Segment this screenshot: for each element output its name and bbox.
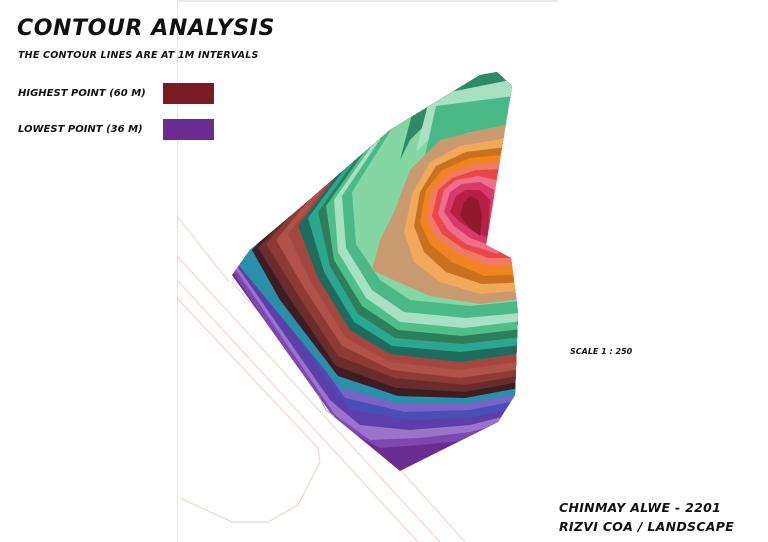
author-credit: CHINMAY ALWE - 2201 <box>559 500 722 515</box>
legend-swatch-lowest <box>163 119 214 140</box>
legend-item-lowest: LOWEST POINT (36 M) <box>18 119 214 140</box>
contour-bands <box>232 72 518 471</box>
legend-label: LOWEST POINT (36 M) <box>18 124 143 135</box>
path-outline <box>317 394 335 417</box>
page-subtitle: THE CONTOUR LINES ARE AT 1M INTERVALS <box>18 50 259 61</box>
scale-label: SCALE 1 : 250 <box>570 347 633 356</box>
page-title: CONTOUR ANALYSIS <box>17 16 275 41</box>
institution-credit: RIZVI COA / LANDSCAPE <box>559 519 735 534</box>
legend-swatch-highest <box>163 83 214 104</box>
legend-item-highest: HIGHEST POINT (60 M) <box>18 83 214 104</box>
legend-label: HIGHEST POINT (60 M) <box>18 88 146 99</box>
